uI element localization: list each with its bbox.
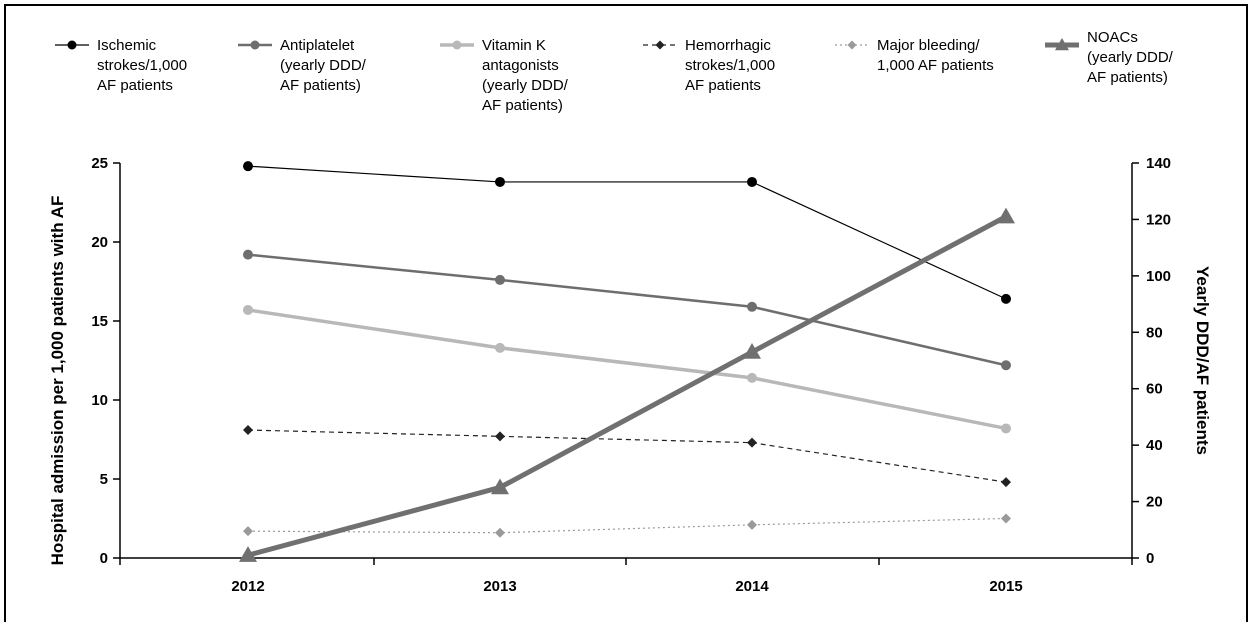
- legend-label: (yearly DDD/: [280, 57, 367, 74]
- legend-item: NOACs (yearly DDD/AF patients): [1045, 29, 1174, 86]
- legend-label: NOACs: [1087, 29, 1138, 46]
- data-point: [491, 478, 509, 495]
- legend-swatch-marker: [67, 40, 77, 50]
- legend-item: Vitamin K antagonists (yearly DDD/AF patie…: [440, 37, 569, 114]
- data-point: [747, 176, 757, 187]
- y-right-axis-title: Yearly DDD/AF patients: [1193, 266, 1212, 455]
- y-right-tick-label: 20: [1146, 494, 1163, 511]
- y-right-tick-label: 60: [1146, 381, 1163, 398]
- series-3: [243, 425, 1011, 488]
- legend-item: Ischemic strokes/1,000 AF patients: [55, 37, 187, 94]
- legend-label: AF patients): [482, 97, 563, 114]
- y-right-tick-label: 0: [1146, 550, 1154, 567]
- y-right-tick-label: 80: [1146, 324, 1163, 341]
- legend-label: AF patients): [280, 77, 361, 94]
- figure-frame: [4, 4, 1248, 622]
- y-right-tick-label: 100: [1146, 268, 1171, 285]
- series-0: [243, 161, 1011, 304]
- legend-swatch-marker: [250, 40, 260, 50]
- data-point: [747, 372, 757, 383]
- legend-label: 1,000 AF patients: [877, 57, 994, 74]
- legend-label: strokes/1,000: [97, 57, 187, 74]
- y-right-ticks: 0 20 40 60 80 100 120 140: [1132, 155, 1171, 567]
- series-line: [247, 517, 1007, 534]
- plot-area: [239, 161, 1015, 562]
- data-point: [747, 437, 757, 448]
- data-point: [743, 343, 761, 359]
- data-point: [495, 527, 505, 538]
- legend-label: Major bleeding/: [877, 37, 980, 54]
- legend-label: antagonists: [482, 57, 559, 74]
- legend-item: Hemorrhagic strokes/1,000 AF patients: [643, 37, 775, 94]
- series-line: [247, 253, 1007, 367]
- data-point: [243, 161, 253, 172]
- x-tick-label: 2013: [483, 578, 516, 595]
- series-5: [239, 207, 1015, 562]
- data-point: [747, 519, 757, 530]
- y-left-tick-label: 0: [100, 550, 108, 567]
- data-point: [1001, 477, 1011, 488]
- y-right-tick-label: 40: [1146, 437, 1163, 454]
- data-point: [1001, 423, 1011, 434]
- data-point: [1001, 513, 1011, 524]
- data-point: [1001, 360, 1011, 371]
- legend-label: (yearly DDD/: [1087, 49, 1174, 66]
- x-tick-label: 2015: [989, 578, 1022, 595]
- y-left-tick-label: 15: [91, 313, 108, 330]
- legend-label: (yearly DDD/: [482, 77, 569, 94]
- data-point: [239, 546, 257, 562]
- data-point: [495, 431, 505, 442]
- data-point: [243, 425, 253, 436]
- legend-item: Antiplatelet (yearly DDD/AF patients): [238, 37, 367, 94]
- x-ticks: 2012 2013 2014 2015: [119, 558, 1133, 595]
- y-right-tick-label: 140: [1146, 155, 1171, 172]
- legend-label: Hemorrhagic: [685, 37, 771, 54]
- legend-label: AF patients: [97, 77, 173, 94]
- legend-swatch-marker: [1055, 38, 1069, 51]
- legend-label: AF patients): [1087, 69, 1168, 86]
- legend-label: AF patients: [685, 77, 761, 94]
- data-point: [997, 207, 1015, 224]
- series-line: [247, 308, 1007, 431]
- y-left-tick-label: 10: [91, 392, 108, 409]
- series-2: [243, 304, 1011, 434]
- data-point: [495, 342, 505, 353]
- legend-swatch-marker: [655, 40, 665, 50]
- y-left-tick-label: 5: [100, 471, 108, 488]
- legend-swatch-marker: [452, 40, 462, 50]
- series-line: [247, 214, 1008, 558]
- legend-item: Major bleeding/1,000 AF patients: [835, 37, 994, 74]
- chart-legend: Ischemic strokes/1,000 AF patients Antiplat…: [55, 29, 1174, 114]
- series-line: [247, 165, 1007, 300]
- y-right-tick-label: 120: [1146, 211, 1171, 228]
- series-4: [243, 513, 1011, 538]
- y-left-ticks: 0 5 10 15 20 25: [91, 155, 120, 567]
- data-point: [243, 526, 253, 537]
- series-1: [243, 249, 1011, 371]
- data-point: [747, 301, 757, 312]
- legend-label: strokes/1,000: [685, 57, 775, 74]
- series-line: [247, 429, 1007, 483]
- y-left-axis-title: Hospital admission per 1,000 patients wi…: [48, 196, 67, 566]
- data-point: [243, 249, 253, 260]
- legend-label: Vitamin K: [482, 37, 546, 54]
- data-point: [243, 304, 253, 315]
- data-point: [495, 176, 505, 187]
- legend-label: Ischemic: [97, 37, 157, 54]
- data-point: [1001, 293, 1011, 304]
- legend-swatch-marker: [847, 40, 857, 50]
- legend-label: Antiplatelet: [280, 37, 355, 54]
- data-point: [495, 274, 505, 285]
- y-left-tick-label: 20: [91, 234, 108, 251]
- x-tick-label: 2012: [231, 578, 264, 595]
- x-tick-label: 2014: [735, 578, 769, 595]
- y-left-tick-label: 25: [91, 155, 108, 172]
